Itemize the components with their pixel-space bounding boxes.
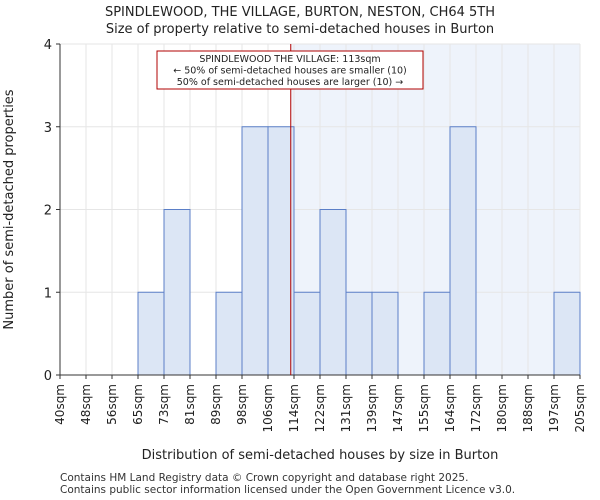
histogram-bar: [319, 209, 347, 376]
y-axis-title: Number of semi-detached properties: [2, 89, 17, 329]
histogram-bar: [267, 126, 295, 376]
annotation-line-1: SPINDLEWOOD THE VILLAGE: 113sqm: [199, 54, 380, 65]
histogram-bar: [163, 209, 191, 376]
annotation-line-3: 50% of semi-detached houses are larger (…: [177, 77, 404, 88]
y-tick-label: 0: [44, 369, 52, 384]
annotation-line-2: ← 50% of semi-detached houses are smalle…: [173, 66, 407, 77]
y-tick-label: 1: [44, 286, 52, 301]
histogram-bar: [215, 291, 243, 376]
annotation-box: [156, 50, 424, 90]
x-tick-label: 89sqm: [209, 384, 223, 425]
y-tick-label: 4: [44, 38, 52, 53]
chart-subtitle: Size of property relative to semi-detach…: [105, 22, 495, 37]
x-tick-label: 180sqm: [495, 384, 509, 432]
footer-licence: Contains public sector information licen…: [60, 484, 516, 496]
x-tick-label: 122sqm: [313, 384, 327, 432]
x-tick-label: 65sqm: [131, 384, 145, 425]
x-tick-label: 131sqm: [339, 384, 353, 432]
x-tick-label: 188sqm: [521, 384, 535, 432]
x-tick-label: 147sqm: [391, 384, 405, 432]
x-tick-label: 73sqm: [157, 384, 171, 425]
x-tick-label: 205sqm: [573, 384, 587, 432]
histogram-bar: [423, 291, 451, 376]
histogram-bar: [553, 291, 581, 376]
y-tick-label: 2: [44, 204, 52, 219]
histogram-bar: [293, 291, 321, 376]
histogram-bar: [345, 291, 373, 376]
x-tick-label: 48sqm: [79, 384, 93, 425]
x-tick-label: 172sqm: [469, 384, 483, 432]
histogram-bar: [137, 291, 165, 376]
x-tick-label: 56sqm: [105, 384, 119, 425]
x-tick-label: 98sqm: [235, 384, 249, 425]
histogram-bar: [449, 126, 477, 376]
histogram-bar: [241, 126, 269, 376]
y-tick-label: 3: [44, 121, 52, 136]
chart-title: SPINDLEWOOD, THE VILLAGE, BURTON, NESTON…: [104, 5, 496, 20]
x-tick-label: 139sqm: [365, 384, 379, 432]
x-tick-label: 164sqm: [443, 384, 457, 432]
x-tick-label: 106sqm: [261, 384, 275, 432]
histogram-bar: [371, 291, 399, 376]
footer-copyright: Contains HM Land Registry data © Crown c…: [60, 472, 469, 484]
x-tick-label: 114sqm: [287, 384, 301, 432]
x-tick-label: 155sqm: [417, 384, 431, 432]
x-tick-label: 197sqm: [547, 384, 561, 432]
x-axis-title: Distribution of semi-detached houses by …: [142, 448, 499, 463]
x-tick-label: 81sqm: [183, 384, 197, 425]
x-tick-label: 40sqm: [53, 384, 67, 425]
